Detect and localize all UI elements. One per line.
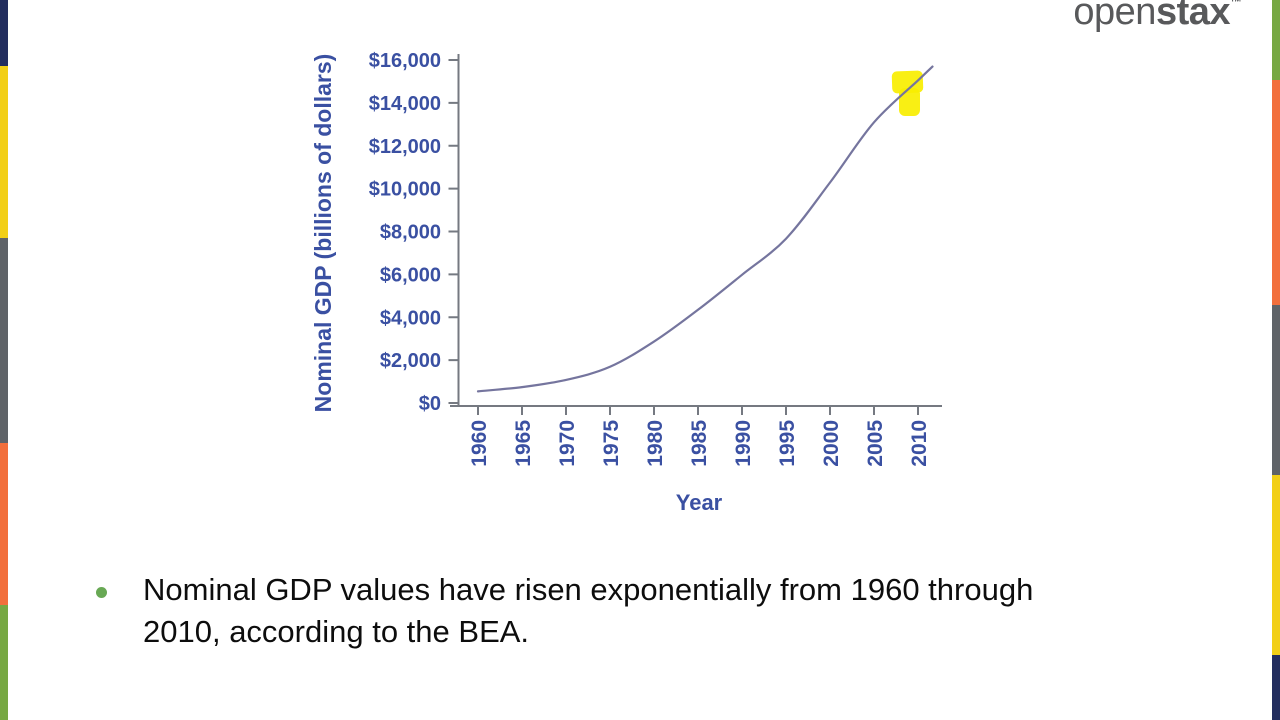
stripe-left-segment-green xyxy=(0,605,8,720)
x-tick-label: 2000 xyxy=(820,420,843,467)
y-tick-label: $10,000 xyxy=(369,179,441,201)
stripe-left-segment-yellow xyxy=(0,66,8,238)
stripe-left-segment-orange xyxy=(0,443,8,605)
gdp-curve xyxy=(476,65,934,393)
y-tick-label: $12,000 xyxy=(369,136,441,158)
x-tick-label: 1985 xyxy=(688,420,711,467)
x-tick-label: 2010 xyxy=(908,420,931,467)
stripe-right-segment-orange xyxy=(1272,80,1280,305)
stripe-left-segment-navy xyxy=(0,0,8,66)
x-tick-label: 1975 xyxy=(600,420,623,467)
y-tick-label: $8,000 xyxy=(380,222,441,244)
x-tick-label: 1980 xyxy=(644,420,667,467)
x-tick-label: 1995 xyxy=(776,420,799,467)
bullet-text: Nominal GDP values have risen exponentia… xyxy=(143,569,1033,653)
stripe-left-segment-gray xyxy=(0,238,8,443)
highlighter-mark xyxy=(899,88,920,116)
highlighter-mark xyxy=(891,70,924,94)
x-tick-label: 1960 xyxy=(468,420,491,467)
y-tick-label: $14,000 xyxy=(369,93,441,115)
openstax-logo: openstax™ xyxy=(1073,0,1242,31)
x-tick-label: 1970 xyxy=(556,420,579,467)
openstax-logo-stax: stax xyxy=(1155,0,1231,33)
stripe-right-segment-navy xyxy=(1272,655,1280,720)
stripe-right-segment-green xyxy=(1272,0,1280,80)
y-tick-label: $2,000 xyxy=(380,350,441,372)
x-tick-label: 1990 xyxy=(732,420,755,467)
stripe-right-segment-yellow xyxy=(1272,475,1280,655)
y-axis-title: Nominal GDP (billions of dollars) xyxy=(310,54,336,413)
right-edge-stripe xyxy=(1272,0,1280,720)
y-tick-label: $4,000 xyxy=(380,307,441,329)
bullet-text-line-1: Nominal GDP values have risen exponentia… xyxy=(143,572,1034,607)
y-tick-label: $6,000 xyxy=(380,264,441,286)
bullet-item: Nominal GDP values have risen exponentia… xyxy=(96,569,1206,653)
left-edge-stripe xyxy=(0,0,8,720)
stripe-right-segment-gray xyxy=(1272,305,1280,475)
bullet-marker-dot xyxy=(96,587,107,598)
x-tick-label: 2005 xyxy=(864,420,887,467)
trademark-symbol: ™ xyxy=(1230,0,1242,9)
bullet-text-line-2: 2010, according to the BEA. xyxy=(143,614,530,649)
x-tick-label: 1965 xyxy=(512,420,535,467)
openstax-logo-open: open xyxy=(1073,0,1156,33)
y-tick-label: $16,000 xyxy=(369,50,441,72)
y-tick-label: $0 xyxy=(419,393,441,415)
x-axis-title: Year xyxy=(676,490,723,515)
